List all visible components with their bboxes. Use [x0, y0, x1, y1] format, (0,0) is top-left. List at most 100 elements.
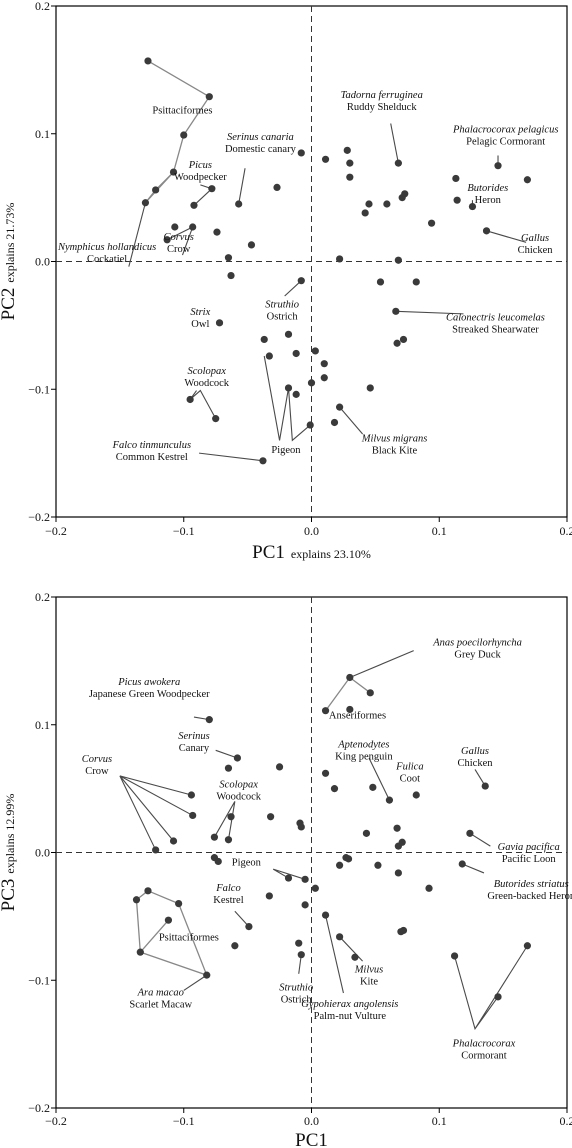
- annotation-genus: Serinus: [178, 731, 210, 742]
- data-point: [175, 900, 183, 908]
- data-point: [374, 861, 382, 869]
- data-point: [295, 939, 303, 947]
- data-point: [187, 791, 196, 799]
- data-point: [399, 926, 408, 935]
- annotation-common-name: Scarlet Macaw: [129, 1000, 192, 1011]
- leader-line: [263, 355, 311, 442]
- data-point: [210, 833, 219, 841]
- data-point: [351, 953, 359, 961]
- data-point: [141, 199, 150, 207]
- x-tick-label: 0.0: [304, 1114, 319, 1128]
- data-point: [267, 813, 275, 821]
- annotation-common-name: Kite: [360, 977, 378, 988]
- data-point: [401, 190, 409, 198]
- leader-line: [462, 863, 485, 874]
- annotation-genus: Milvus migrans: [361, 434, 428, 445]
- data-point: [330, 418, 339, 427]
- data-point: [311, 347, 319, 355]
- panel-1: −0.2−0.2 −0.1 −0.1 0.0 0.0 0.1 0.1 0.2 0.2 PC1 exp…: [0, 0, 572, 563]
- data-point: [169, 837, 178, 845]
- annotation-genus: Butorides: [467, 183, 508, 194]
- data-point: [301, 875, 309, 883]
- annotation-common-name: Chicken: [518, 245, 554, 256]
- annotation-genus: Gallus: [521, 233, 549, 244]
- y-tick-label: 0.2: [35, 590, 50, 604]
- data-point: [233, 754, 242, 762]
- data-point: [321, 707, 330, 715]
- annotation-common-name: Domestic canary: [225, 144, 297, 155]
- data-point: [468, 202, 477, 211]
- annotation-genus: Milvus: [354, 965, 384, 976]
- data-point: [458, 860, 466, 868]
- data-point: [152, 186, 160, 194]
- annotation-genus: Scolopax: [219, 779, 258, 790]
- x-tick-label: 0.0: [304, 524, 319, 538]
- annotation-genus: Strix: [190, 307, 210, 318]
- annotation-genus: Struthio: [279, 982, 313, 993]
- annotation-genus: Phalacrocorax: [452, 1039, 516, 1050]
- data-point: [214, 857, 222, 866]
- annotation-genus: Scolopax: [187, 366, 226, 377]
- y-axis-label: PC3explains 12.99%: [0, 794, 19, 912]
- data-point: [336, 861, 344, 869]
- annotation-common-name: Kestrel: [213, 895, 243, 906]
- data-point: [297, 823, 305, 831]
- data-point: [394, 159, 402, 167]
- data-point: [205, 716, 213, 724]
- data-point: [189, 811, 197, 820]
- annotation-genus: Anas poecilorhyncha: [432, 638, 522, 649]
- annotation-group-name: Pigeon: [232, 857, 262, 868]
- annotation-common-name: Common Kestrel: [116, 452, 188, 463]
- data-point: [321, 911, 330, 919]
- leader-line: [238, 168, 246, 205]
- annotation-genus: Struthio: [265, 299, 299, 310]
- data-point: [394, 256, 402, 264]
- annotation-common-name: Ruddy Shelduck: [347, 102, 417, 113]
- data-point: [301, 901, 309, 909]
- annotation-genus: Gallus: [461, 746, 489, 757]
- annotation-common-name: Pelagic Cormorant: [466, 136, 545, 147]
- data-point: [259, 457, 267, 465]
- data-point: [171, 223, 179, 231]
- data-point: [132, 896, 141, 904]
- data-point: [163, 236, 171, 244]
- annotation-common-name: Owl: [191, 319, 209, 330]
- x-tick-label: 0.1: [432, 524, 447, 538]
- data-point: [369, 783, 377, 791]
- leader-line: [183, 974, 208, 991]
- data-point: [169, 168, 178, 176]
- data-point: [227, 271, 235, 280]
- data-point: [224, 836, 233, 844]
- data-point: [412, 791, 420, 799]
- annotation-common-name: Japanese Green Woodpecker: [89, 689, 210, 700]
- data-point: [136, 948, 144, 956]
- data-point: [245, 922, 253, 931]
- data-point: [393, 824, 401, 832]
- annotation-common-name: Crow: [167, 244, 191, 255]
- data-point: [284, 874, 293, 882]
- data-point: [366, 384, 374, 392]
- data-point: [208, 185, 216, 193]
- leader-line: [339, 406, 364, 435]
- data-point: [164, 916, 173, 924]
- leader-line: [368, 757, 390, 801]
- data-point: [361, 209, 369, 217]
- leader-line: [213, 801, 236, 840]
- data-point: [343, 146, 351, 154]
- annotation-genus: Aptenodytes: [337, 740, 389, 751]
- annotation-genus: Falco: [215, 883, 241, 894]
- y-tick-label: −0.2: [28, 510, 50, 524]
- annotation-common-name: Canary: [179, 743, 210, 754]
- annotation-group-name: Psittaciformes: [159, 933, 219, 944]
- data-point: [453, 196, 461, 204]
- data-point: [212, 415, 220, 423]
- annotation-common-name: Streaked Shearwater: [452, 324, 539, 335]
- annotation-genus: Corvus: [82, 754, 112, 765]
- x-axis-label: PC1: [295, 1130, 328, 1148]
- data-point: [215, 319, 224, 327]
- data-point: [450, 952, 459, 960]
- annotation-common-name: King penguin: [335, 752, 393, 763]
- data-point: [260, 335, 268, 344]
- data-point: [481, 782, 489, 790]
- leader-line: [189, 389, 217, 419]
